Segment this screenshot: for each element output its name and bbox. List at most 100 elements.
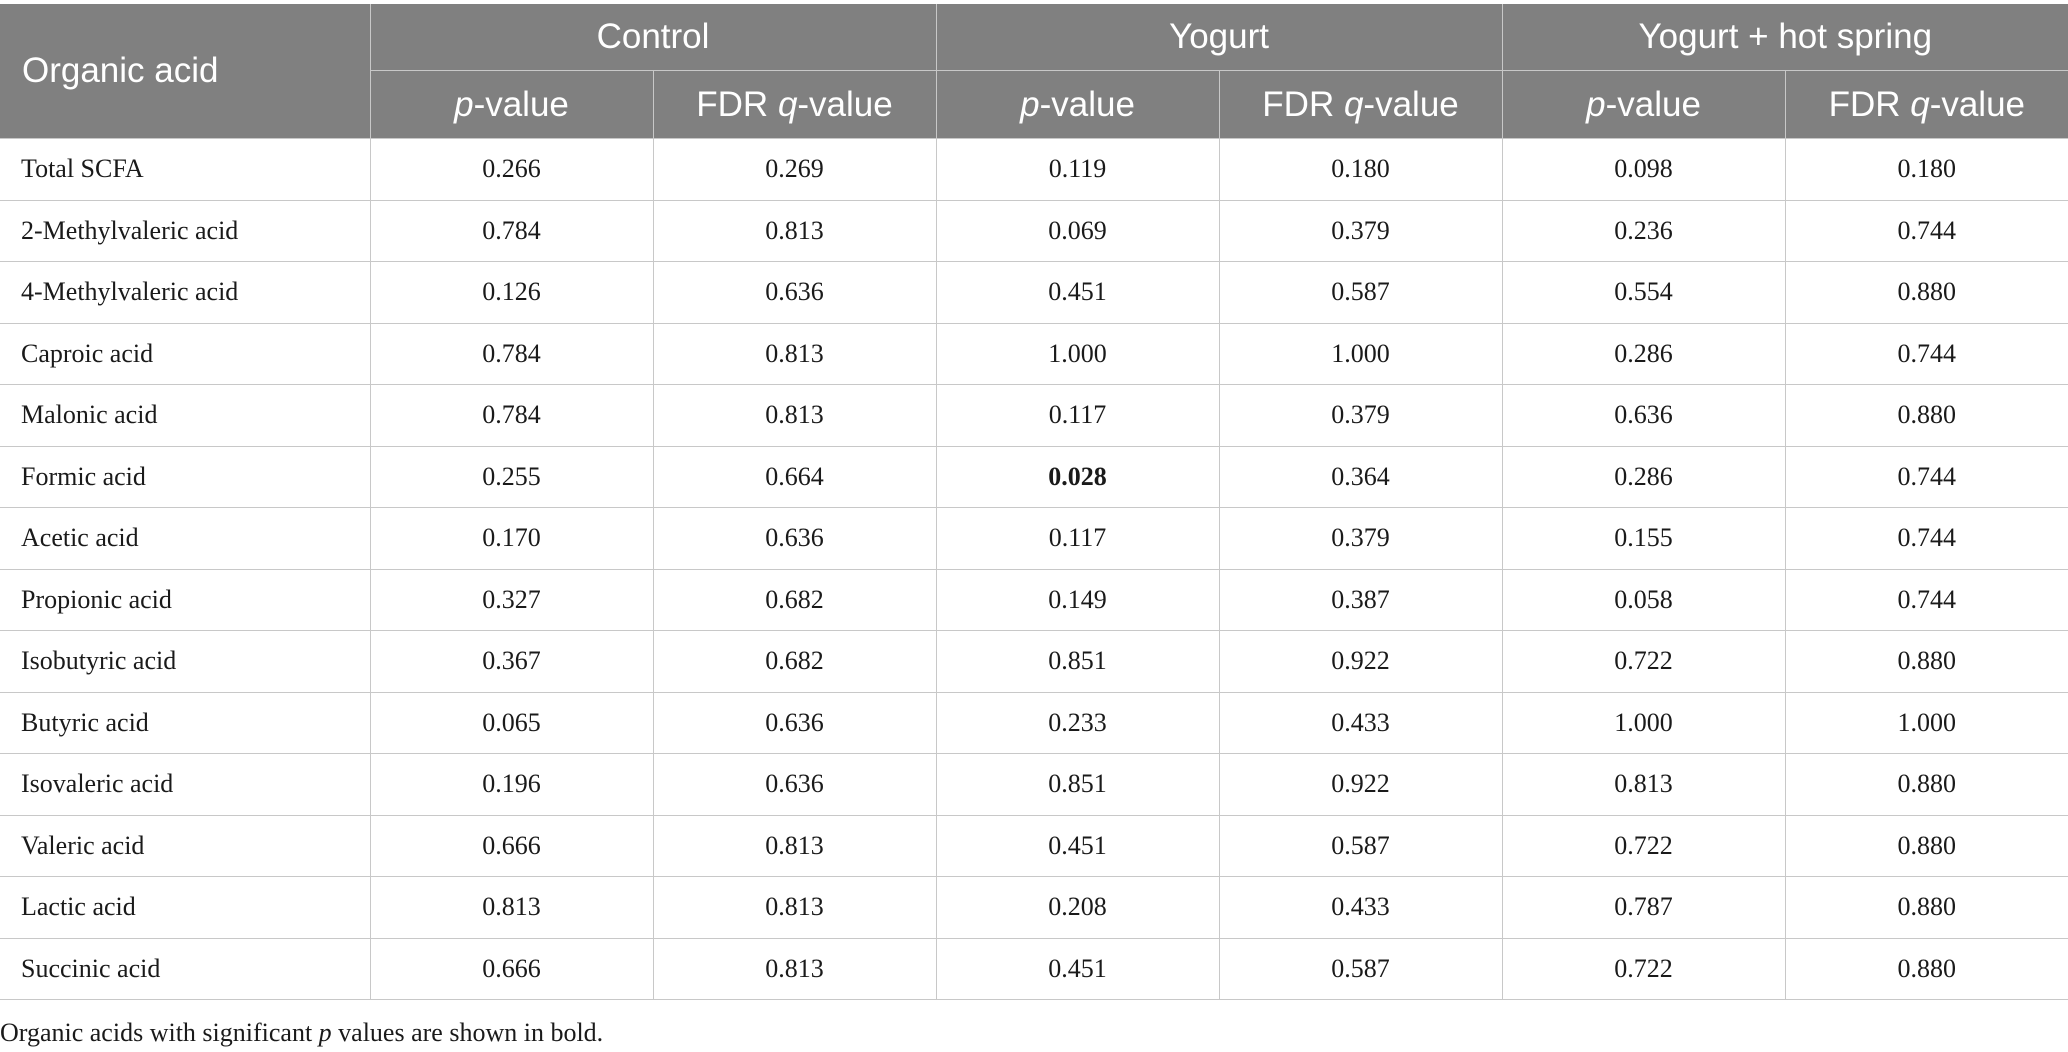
organic-acid-table: Organic acid Control Yogurt Yogurt + hot… — [0, 4, 2068, 1000]
p-value-cell: 0.196 — [369, 753, 653, 816]
p-letter: p — [1020, 84, 1040, 124]
fdr-q-value-cell: 1.000 — [1218, 323, 1503, 385]
fdr-prefix: FDR — [1262, 84, 1344, 124]
organic-acid-name: Formic acid — [0, 446, 370, 508]
fdr-q-value-cell: 0.180 — [1784, 138, 2068, 201]
fdr-q-value-cell: 0.813 — [652, 876, 937, 939]
footnote-before: Organic acids with significant — [0, 1018, 319, 1047]
p-value-cell: 0.117 — [935, 507, 1220, 570]
p-letter: p — [454, 84, 474, 124]
fdr-prefix: FDR — [696, 84, 778, 124]
p-value-cell: 0.787 — [1501, 876, 1786, 939]
table-footnote: Organic acids with significant p values … — [0, 1018, 603, 1048]
organic-acid-name: Valeric acid — [0, 815, 370, 877]
p-suffix: -value — [1039, 84, 1135, 124]
table-row: Malonic acid 0.784 0.813 0.117 0.379 0.636 0.8… — [0, 384, 2068, 447]
p-value-cell: 0.636 — [1501, 384, 1786, 447]
p-value-cell: 0.170 — [369, 507, 653, 570]
p-value-cell: 0.367 — [369, 630, 653, 693]
fdr-q-value-cell: 0.813 — [652, 384, 937, 447]
p-value-cell: 0.149 — [935, 569, 1220, 631]
p-value-cell: 0.451 — [935, 261, 1220, 324]
p-value-cell: 1.000 — [1501, 692, 1786, 754]
fdr-q-value-cell: 0.880 — [1784, 261, 2068, 324]
p-letter: p — [1586, 84, 1606, 124]
fdr-q-value-cell: 1.000 — [1784, 692, 2068, 754]
table-row: Total SCFA 0.266 0.269 0.119 0.180 0.098 0.180 — [0, 138, 2068, 201]
table-row: Formic acid 0.255 0.664 0.028 0.364 0.286 0.74… — [0, 446, 2068, 508]
fdr-q-value-cell: 0.744 — [1784, 569, 2068, 631]
fdr-q-value-cell: 0.880 — [1784, 384, 2068, 447]
organic-acid-name: Malonic acid — [0, 384, 370, 447]
p-value-cell: 0.813 — [1501, 753, 1786, 816]
p-value-cell: 0.028 — [935, 446, 1220, 508]
q-suffix: -value — [797, 84, 893, 124]
fdr-q-value-cell: 0.433 — [1218, 692, 1503, 754]
footnote-p-letter: p — [318, 1018, 332, 1047]
p-value-cell: 0.851 — [935, 630, 1220, 693]
q-letter: q — [777, 84, 798, 124]
fdr-q-value-cell: 0.180 — [1218, 138, 1503, 201]
fdr-q-value-cell: 0.880 — [1784, 815, 2068, 877]
p-value-cell: 0.813 — [369, 876, 653, 939]
p-value-cell: 0.327 — [369, 569, 653, 631]
fdr-q-value-cell: 0.387 — [1218, 569, 1503, 631]
table-row: Isobutyric acid 0.367 0.682 0.851 0.922 0.722… — [0, 630, 2068, 693]
subheader-p-value: p-value — [935, 70, 1220, 139]
table-row: 4-Methylvaleric acid 0.126 0.636 0.451 0.587… — [0, 261, 2068, 324]
organic-acid-name: Total SCFA — [0, 138, 370, 201]
fdr-q-value-cell: 0.587 — [1218, 261, 1503, 324]
table-row: Valeric acid 0.666 0.813 0.451 0.587 0.722 0.8… — [0, 815, 2068, 877]
p-value-cell: 0.722 — [1501, 630, 1786, 693]
subheader-fdr-q-value: FDR q-value — [1784, 70, 2068, 139]
header-group-yogurt-hot-spring: Yogurt + hot spring — [1501, 4, 2068, 71]
fdr-q-value-cell: 0.880 — [1784, 876, 2068, 939]
subheader-fdr-q-value: FDR q-value — [652, 70, 937, 139]
p-value-cell: 0.784 — [369, 323, 653, 385]
fdr-prefix: FDR — [1828, 84, 1911, 124]
fdr-q-value-cell: 0.636 — [652, 692, 937, 754]
table-row: Isovaleric acid 0.196 0.636 0.851 0.922 0.813… — [0, 753, 2068, 816]
p-value-cell: 0.155 — [1501, 507, 1786, 570]
organic-acid-name: Succinic acid — [0, 938, 370, 1000]
fdr-q-value-cell: 0.744 — [1784, 200, 2068, 262]
p-value-cell: 0.233 — [935, 692, 1220, 754]
p-value-cell: 0.065 — [369, 692, 653, 754]
fdr-q-value-cell: 0.813 — [652, 200, 937, 262]
header-row-groups: Organic acid Control Yogurt Yogurt + hot… — [0, 4, 2068, 139]
fdr-q-value-cell: 0.587 — [1218, 938, 1503, 1000]
fdr-q-value-cell: 0.880 — [1784, 753, 2068, 816]
fdr-q-value-cell: 0.682 — [652, 630, 937, 693]
fdr-q-value-cell: 0.379 — [1218, 384, 1503, 447]
fdr-q-value-cell: 0.636 — [652, 507, 937, 570]
header-row-subcolumns: p-value FDR q-value p-value FDR q-value p-va… — [0, 70, 2068, 139]
organic-acid-name: 4-Methylvaleric acid — [0, 261, 370, 324]
table-body: Total SCFA 0.266 0.269 0.119 0.180 0.098 0.180… — [0, 138, 2068, 1000]
p-suffix: -value — [473, 84, 569, 124]
p-value-cell: 0.851 — [935, 753, 1220, 816]
p-suffix: -value — [1605, 84, 1701, 124]
p-value-cell: 0.117 — [935, 384, 1220, 447]
subheader-p-value: p-value — [369, 70, 653, 139]
fdr-q-value-cell: 0.813 — [652, 815, 937, 877]
organic-acid-name: Isovaleric acid — [0, 753, 370, 816]
fdr-q-value-cell: 0.922 — [1218, 753, 1503, 816]
p-value-cell: 0.069 — [935, 200, 1220, 262]
fdr-q-value-cell: 0.813 — [652, 938, 937, 1000]
table-row: Acetic acid 0.170 0.636 0.117 0.379 0.155 0.74… — [0, 507, 2068, 570]
header-group-yogurt: Yogurt — [935, 4, 1503, 71]
organic-acid-name: Acetic acid — [0, 507, 370, 570]
fdr-q-value-cell: 0.379 — [1218, 200, 1503, 262]
fdr-q-value-cell: 0.364 — [1218, 446, 1503, 508]
table-row: Caproic acid 0.784 0.813 1.000 1.000 0.286 0.7… — [0, 323, 2068, 385]
header-organic-acid: Organic acid — [0, 4, 370, 139]
table-row: Propionic acid 0.327 0.682 0.149 0.387 0.058 0… — [0, 569, 2068, 631]
table-row: Lactic acid 0.813 0.813 0.208 0.433 0.787 0.88… — [0, 876, 2068, 939]
table-row: Butyric acid 0.065 0.636 0.233 0.433 1.000 1.0… — [0, 692, 2068, 754]
organic-acid-name: Lactic acid — [0, 876, 370, 939]
organic-acid-name: 2-Methylvaleric acid — [0, 200, 370, 262]
p-value-cell: 0.126 — [369, 261, 653, 324]
fdr-q-value-cell: 0.636 — [652, 261, 937, 324]
fdr-q-value-cell: 0.379 — [1218, 507, 1503, 570]
p-value-cell: 0.722 — [1501, 815, 1786, 877]
